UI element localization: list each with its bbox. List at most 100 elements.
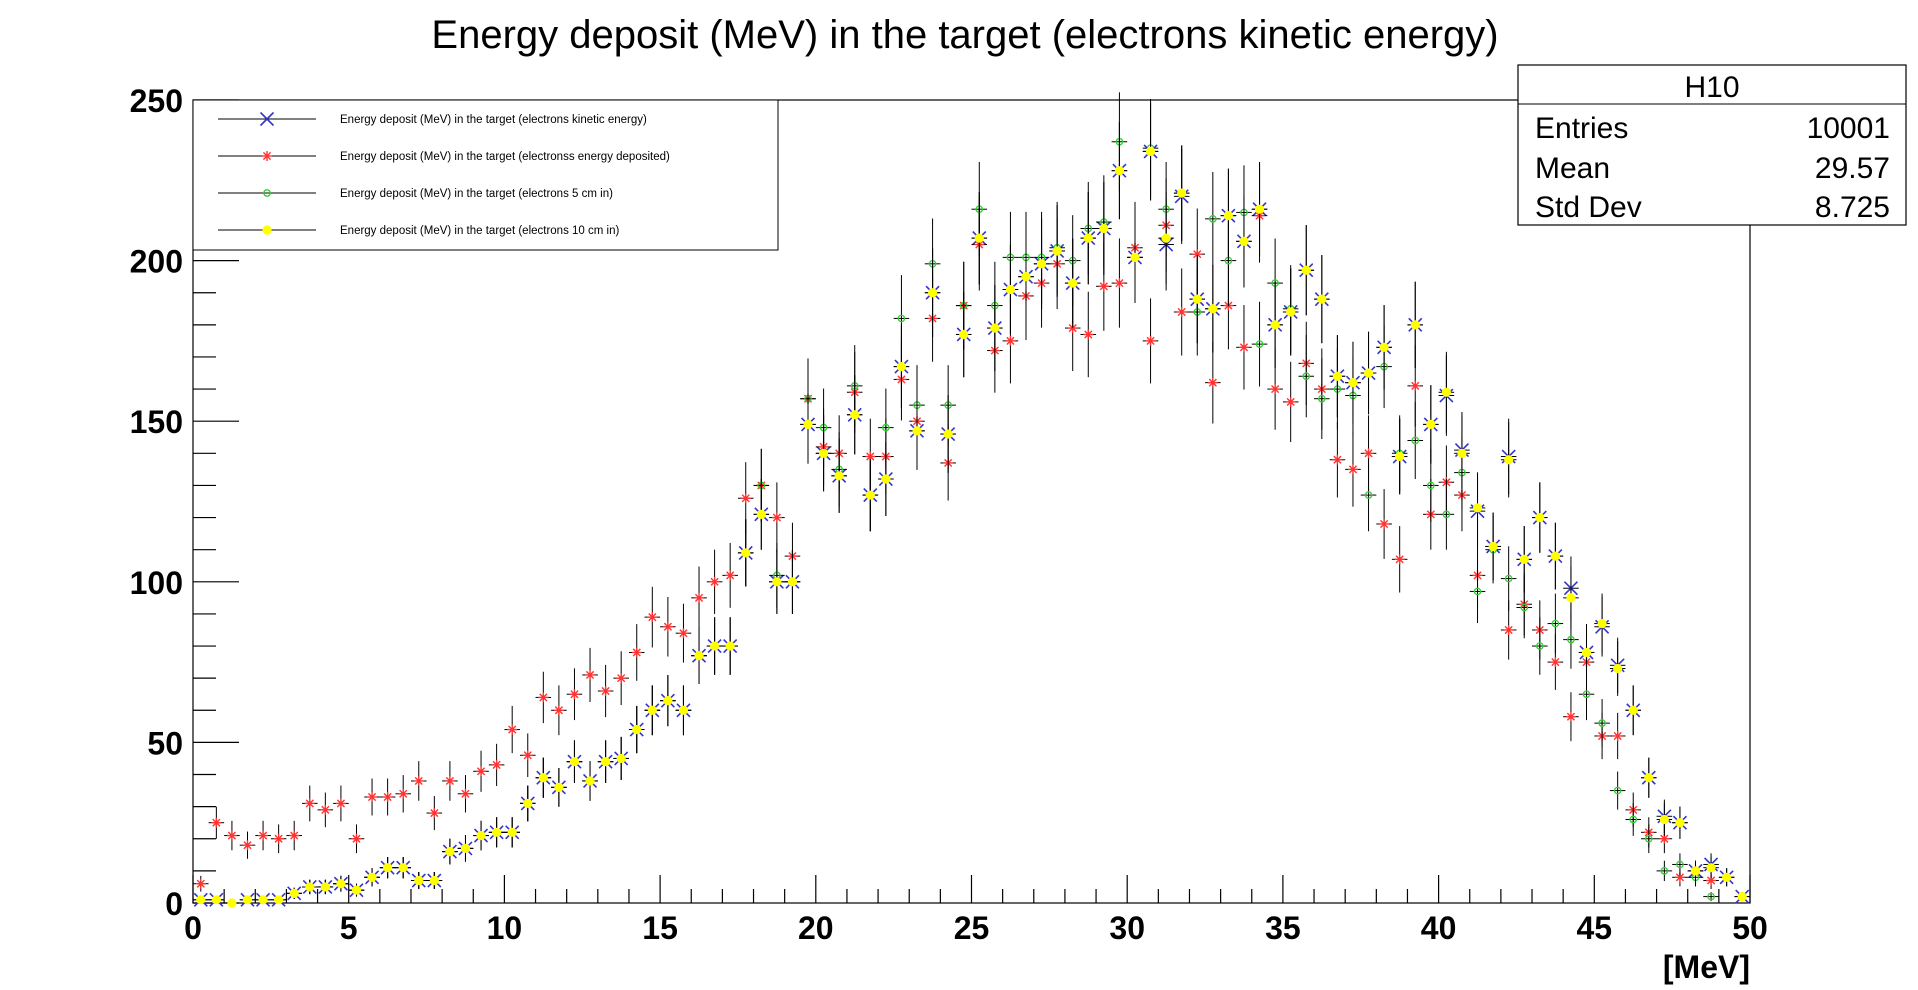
marker-shape (1005, 284, 1016, 295)
series-4 (193, 102, 1750, 908)
data-point (582, 761, 598, 801)
x-tick-label: 40 (1421, 910, 1457, 946)
marker-stroke (648, 613, 657, 622)
marker-shape (912, 426, 922, 436)
marker-stroke (212, 818, 221, 827)
data-point (1329, 422, 1346, 498)
data-point (924, 248, 941, 337)
marker-stroke (1411, 381, 1420, 390)
y-tick-label: 200 (130, 244, 183, 280)
data-point (1438, 351, 1455, 433)
stats-title: H10 (1684, 71, 1739, 104)
marker-shape (1504, 574, 1513, 583)
marker-shape (1286, 307, 1296, 317)
data-point (1314, 358, 1330, 439)
marker-shape (1520, 603, 1529, 612)
data-point (442, 838, 458, 865)
marker-shape (943, 429, 953, 439)
marker-shape (1363, 368, 1374, 378)
data-point (1064, 238, 1081, 328)
marker-shape (881, 474, 891, 484)
marker-shape (1613, 663, 1623, 674)
data-point (333, 785, 349, 822)
marker-stroke (508, 725, 517, 734)
marker-stroke (741, 494, 750, 503)
legend-label: Energy deposit (MeV) in the target (elec… (340, 151, 670, 163)
marker-shape (865, 490, 875, 500)
marker-stroke (1239, 343, 1249, 352)
marker-shape (1426, 419, 1436, 430)
marker-shape (1567, 635, 1575, 644)
data-point (1454, 415, 1470, 492)
marker-stroke (492, 760, 501, 769)
marker-shape (756, 509, 766, 519)
marker-stroke (1706, 876, 1716, 885)
marker-stroke (772, 513, 781, 522)
marker-stroke (259, 111, 275, 127)
marker-stroke (1380, 519, 1389, 529)
data-point (519, 785, 536, 822)
data-point (1641, 824, 1657, 854)
data-point (1718, 868, 1735, 887)
marker-stroke (632, 648, 641, 657)
marker-shape (1690, 866, 1701, 876)
marker-stroke (352, 834, 361, 843)
data-point (317, 879, 334, 895)
data-point (473, 820, 489, 851)
marker-shape (1114, 166, 1125, 176)
data-point (1251, 301, 1268, 387)
data-point (1609, 641, 1626, 696)
data-point (208, 895, 225, 905)
marker-shape (398, 863, 408, 873)
legend: Energy deposit (MeV) in the target (elec… (192, 99, 779, 251)
marker-shape (647, 705, 657, 715)
data-point (1672, 853, 1688, 876)
data-point (535, 671, 552, 724)
marker-shape (1083, 233, 1093, 243)
data-point (208, 806, 225, 839)
marker-shape (1348, 378, 1358, 388)
marker-shape (1208, 304, 1218, 314)
data-point (1687, 860, 1704, 882)
marker-shape (990, 323, 1000, 333)
stats-box: H10 Entries 10001 Mean 29.57 Std Dev 8.7… (1517, 64, 1907, 226)
marker-shape (538, 773, 548, 783)
data-point (1703, 892, 1719, 902)
marker-stroke (1566, 712, 1576, 721)
data-point (1594, 593, 1610, 654)
data-point (1314, 255, 1330, 344)
marker-shape (1722, 872, 1732, 882)
data-point (613, 651, 629, 706)
marker-shape (1255, 340, 1264, 348)
marker-shape (1411, 436, 1420, 445)
marker-shape (1379, 342, 1389, 352)
data-point (706, 617, 723, 675)
data-point (1625, 685, 1642, 736)
data-point (582, 647, 598, 703)
data-point (706, 549, 723, 614)
marker-shape (1302, 372, 1311, 381)
marker-stroke (336, 799, 346, 808)
stats-stddev-label: Std Dev (1535, 191, 1642, 224)
data-point (1251, 162, 1268, 257)
data-point (691, 627, 707, 684)
series-layer (193, 92, 1750, 908)
marker-shape (678, 705, 689, 715)
data-point (1516, 526, 1533, 593)
data-point (1220, 168, 1237, 263)
marker-stroke (523, 751, 532, 760)
data-point (301, 879, 318, 895)
marker-stroke (663, 622, 672, 631)
data-point (270, 895, 287, 905)
marker-shape (1629, 815, 1638, 824)
data-point (426, 796, 443, 831)
marker-stroke (601, 686, 610, 696)
marker-shape (1223, 211, 1234, 221)
marker-shape (1582, 690, 1591, 699)
marker-stroke (554, 706, 563, 715)
x-tick-label: 35 (1265, 910, 1301, 946)
marker-shape (262, 225, 272, 235)
marker-shape (569, 757, 580, 767)
marker-shape (196, 895, 206, 905)
data-point (255, 820, 271, 851)
